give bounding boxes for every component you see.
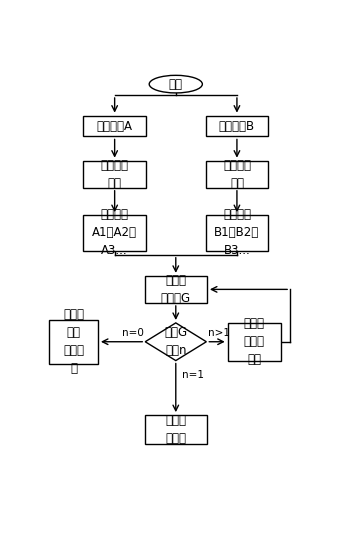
Text: 碎片序列
测试: 碎片序列 测试	[223, 159, 251, 190]
Text: n=1: n=1	[182, 370, 204, 380]
Text: 碎片测
序错
误，重
测: 碎片测 序错 误，重 测	[63, 308, 84, 375]
Bar	[206, 215, 268, 251]
Text: 获得准
确序列: 获得准 确序列	[165, 414, 186, 445]
Text: 序列重
新打碎
测试: 序列重 新打碎 测试	[244, 317, 265, 366]
Text: 碎片序列
测试: 碎片序列 测试	[100, 159, 129, 190]
Text: 序列打碎A: 序列打碎A	[97, 120, 133, 133]
Text: 碎片拼
接集合G: 碎片拼 接集合G	[161, 274, 191, 305]
Text: 序列: 序列	[169, 78, 183, 91]
Bar	[49, 320, 98, 364]
Text: 测试结果
A1、A2、
A3...: 测试结果 A1、A2、 A3...	[92, 208, 137, 257]
Bar	[206, 160, 268, 188]
Bar	[83, 160, 146, 188]
Ellipse shape	[149, 75, 202, 93]
Text: n=0: n=0	[122, 329, 144, 338]
Bar	[228, 323, 281, 361]
Bar	[83, 215, 146, 251]
Text: 序列打碎B: 序列打碎B	[219, 120, 255, 133]
Bar	[206, 115, 268, 137]
Bar	[144, 415, 207, 444]
Bar	[83, 115, 146, 137]
Polygon shape	[145, 323, 206, 361]
Text: 集合G
大小n: 集合G 大小n	[164, 326, 187, 357]
Text: 测试结果
B1、B2、
B3...: 测试结果 B1、B2、 B3...	[214, 208, 260, 257]
Bar	[144, 276, 207, 303]
Text: n>1: n>1	[208, 329, 230, 338]
